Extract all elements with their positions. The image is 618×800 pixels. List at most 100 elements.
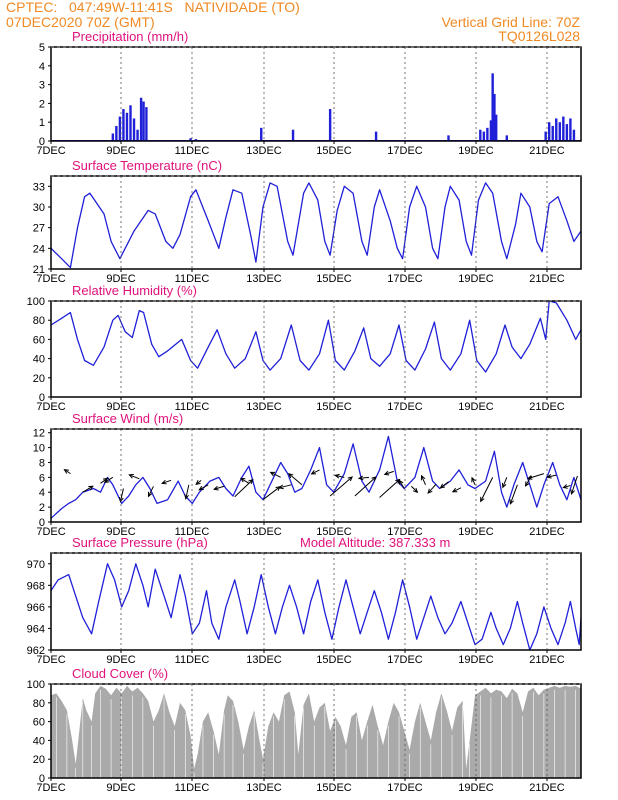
precipitation-ytick-label: 5	[39, 42, 45, 54]
precipitation-bar	[489, 120, 493, 141]
wind-vector	[104, 476, 114, 483]
precipitation-bar	[328, 109, 332, 141]
precipitation-bar	[495, 114, 498, 141]
temperature-xtick-label: 13DEC	[246, 273, 282, 285]
pressure-ytick-label: 968	[27, 580, 45, 592]
wind-vector	[335, 474, 345, 478]
precipitation-bar	[125, 112, 129, 141]
precipitation-bar	[142, 101, 145, 141]
wind-vector-head	[383, 470, 390, 476]
temperature-ytick-label: 30	[33, 202, 45, 214]
precipitation-ytick-label: 0	[39, 136, 45, 148]
humidity-ytick-label: 60	[33, 334, 45, 346]
temperature-panel: 21 24 27 30 33 7DEC 9DEC 11DEC 13DEC 15DEC 17DEC 19…	[33, 158, 582, 285]
cloud-xtick-label: 21DEC	[529, 782, 565, 794]
precipitation-xtick-label: 7DEC	[36, 145, 65, 157]
wind-vector-head	[63, 469, 69, 474]
wind-xtick-label: 17DEC	[387, 526, 423, 538]
wind-vector	[198, 484, 209, 491]
precipitation-bar	[548, 122, 551, 141]
precipitation-bar	[493, 94, 496, 141]
wind-ytick-label: 10	[33, 443, 45, 455]
precipitation-bar	[505, 135, 508, 141]
precipitation-ytick-label: 3	[39, 80, 45, 92]
wind-vector-head	[184, 494, 189, 500]
precipitation-bar	[482, 131, 486, 141]
wind-ytick-label: 0	[39, 517, 45, 529]
wind-vector	[279, 484, 292, 489]
humidity-frame	[50, 300, 582, 398]
precipitation-bar	[479, 129, 482, 141]
wind-vector-head	[501, 482, 507, 489]
pressure-series-line	[50, 563, 582, 651]
wind-vector-head	[118, 497, 124, 503]
wind-vector	[547, 474, 557, 478]
cloud-xtick-label: 7DEC	[36, 782, 65, 794]
pressure-xtick-label: 19DEC	[458, 654, 494, 666]
wind-vector	[502, 477, 508, 488]
wind-vector-head	[287, 473, 294, 479]
cloud-ytick-label: 0	[39, 773, 45, 785]
wind-vector-head	[524, 481, 530, 487]
cloud-xtick-label: 19DEC	[458, 782, 494, 794]
wind-vector	[262, 486, 281, 501]
cloud-area	[51, 685, 581, 778]
pressure-ytick-label: 966	[27, 602, 45, 614]
precipitation-bar	[122, 109, 125, 141]
humidity-panel: 0 20 40 60 80 100 7DEC 9DEC 11DEC 13DEC 15DEC 17DEC…	[27, 283, 582, 413]
cloud-ytick-label: 60	[33, 717, 45, 729]
wind-vector-head	[347, 476, 354, 482]
wind-vector-head	[439, 483, 446, 489]
pressure-xtick-label: 13DEC	[246, 654, 282, 666]
wind-vector-head	[570, 489, 575, 495]
precipitation-bar	[194, 139, 198, 141]
wind-vector-head	[395, 478, 401, 484]
wind-vector-head	[398, 479, 404, 486]
temperature-ytick-label: 24	[33, 243, 45, 255]
wind-vector-head	[546, 473, 552, 479]
wind-ytick-label: 4	[39, 487, 45, 499]
wind-vector-head	[480, 496, 485, 503]
pressure-title: Surface Pressure (hPa)	[72, 535, 208, 550]
precipitation-bar	[136, 129, 139, 141]
wind-xtick-label: 9DEC	[106, 526, 135, 538]
wind-vector-head	[88, 485, 94, 491]
precipitation-xtick-label: 9DEC	[106, 145, 135, 157]
wind-xtick-label: 15DEC	[316, 526, 352, 538]
cloud-xtick-label: 17DEC	[387, 782, 423, 794]
temperature-xtick-label: 19DEC	[458, 273, 494, 285]
humidity-xtick-label: 19DEC	[458, 401, 494, 413]
wind-vector	[185, 484, 190, 499]
pressure-ytick-label: 962	[27, 645, 45, 657]
wind-vector-head	[213, 485, 219, 491]
wind-ytick-label: 6	[39, 472, 45, 484]
precipitation-bar	[565, 124, 569, 141]
humidity-xtick-label: 17DEC	[387, 401, 423, 413]
precipitation-ytick-label: 2	[39, 98, 45, 110]
humidity-title: Relative Humidity (%)	[72, 283, 197, 298]
precipitation-bar	[544, 131, 547, 141]
header-grid-note: Vertical Grid Line: 70Z	[441, 14, 580, 30]
wind-vector-head	[509, 499, 514, 505]
precipitation-bar	[260, 127, 263, 141]
wind-ytick-label: 12	[33, 428, 45, 440]
wind-vector-head	[239, 477, 246, 483]
precipitation-bar	[551, 125, 554, 141]
pressure-xtick-label: 17DEC	[387, 654, 423, 666]
cloud-xtick-label: 15DEC	[316, 782, 352, 794]
precipitation-bar	[115, 125, 118, 141]
humidity-xtick-label: 7DEC	[36, 401, 65, 413]
header-station: CPTEC: 047:49W-11:41S NATIVIDADE (TO)	[6, 0, 300, 15]
precipitation-bar	[145, 107, 148, 141]
temperature-xtick-label: 15DEC	[316, 273, 352, 285]
wind-vector-head	[371, 476, 377, 482]
precipitation-bar	[486, 127, 489, 141]
precipitation-bar	[132, 118, 136, 141]
precipitation-title: Precipitation (mm/h)	[72, 29, 188, 44]
humidity-ytick-label: 80	[33, 315, 45, 327]
wind-vector	[129, 474, 140, 480]
temperature-frame	[50, 175, 582, 270]
precipitation-bar	[111, 133, 115, 141]
temperature-xtick-label: 21DEC	[529, 273, 565, 285]
wind-vector-head	[357, 475, 364, 481]
